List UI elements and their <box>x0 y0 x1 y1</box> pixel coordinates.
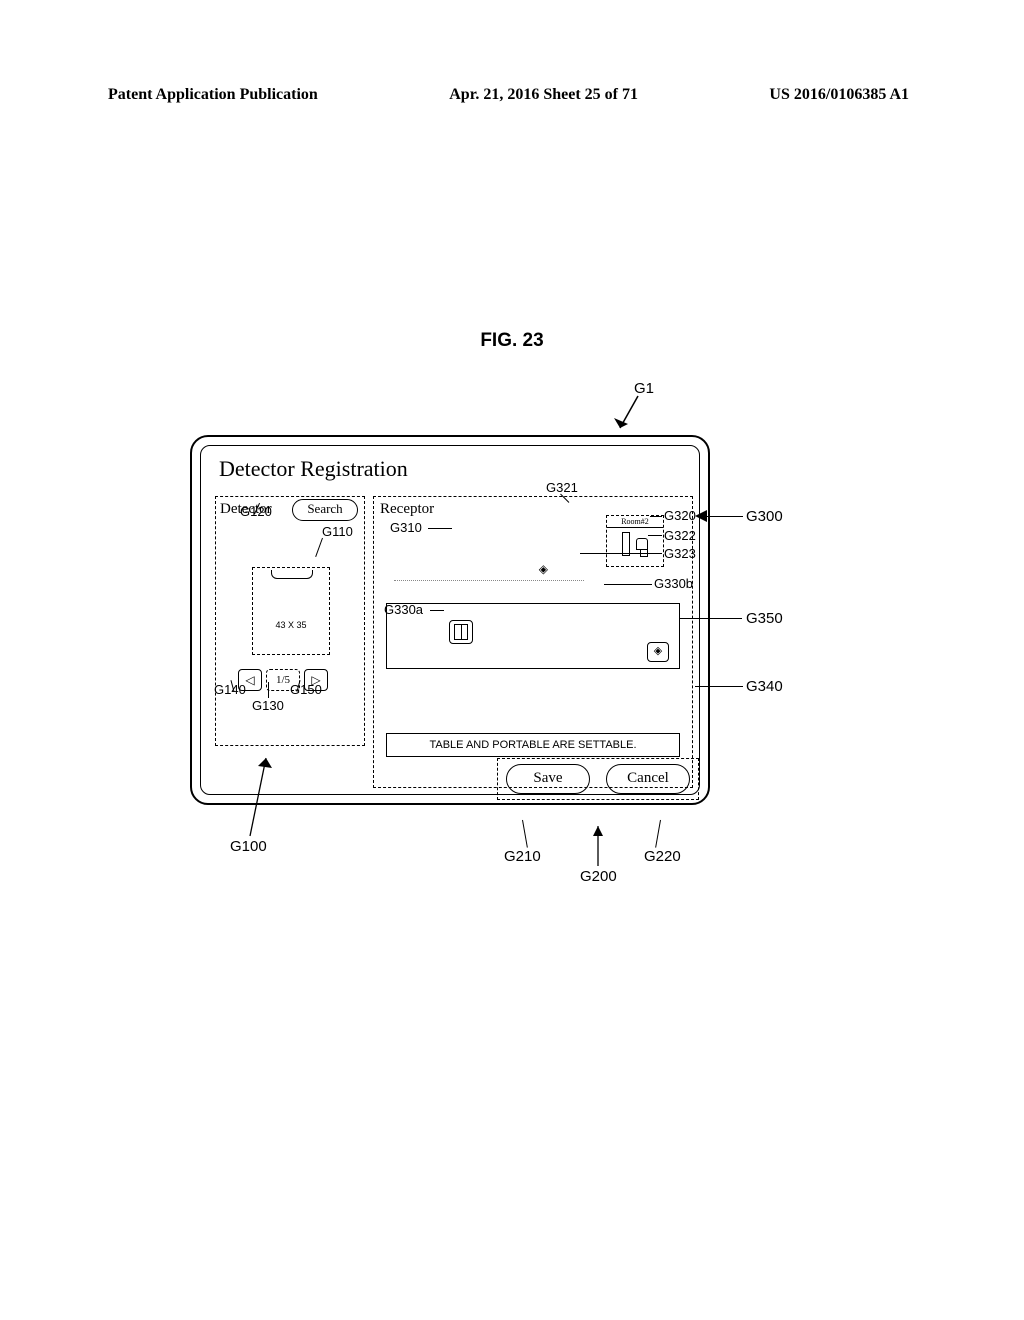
figure-title: FIG. 23 <box>0 330 1024 352</box>
leader-g330a <box>430 610 444 611</box>
receptor-bottom-row: ◈ <box>386 603 680 669</box>
leader-g323 <box>580 553 662 554</box>
leader-g322 <box>648 535 662 536</box>
callout-g150: G150 <box>290 682 322 697</box>
detector-slot-icon <box>271 570 313 579</box>
receptor-panel: Receptor ◈ Room#2 ◈ <box>373 496 693 788</box>
callout-g340: G340 <box>746 678 783 695</box>
leader-g200 <box>586 820 606 868</box>
leader-g130 <box>268 682 269 698</box>
g1-arrow <box>614 394 644 440</box>
callout-g200: G200 <box>580 868 617 885</box>
header-right: US 2016/0106385 A1 <box>769 86 909 104</box>
leader-g330b <box>604 584 652 585</box>
registration-title: Detector Registration <box>219 456 408 482</box>
wireless-icon: ◈ <box>647 642 669 662</box>
header-center: Apr. 21, 2016 Sheet 25 of 71 <box>449 86 638 104</box>
leader-g340 <box>695 686 743 687</box>
callout-g100: G100 <box>230 838 267 855</box>
leader-g320 <box>650 516 662 517</box>
callout-g220: G220 <box>644 848 681 865</box>
stand-icon-b <box>636 538 648 550</box>
room-title: Room#2 <box>607 516 663 528</box>
wifi-icon: ◈ <box>539 562 548 577</box>
leader-g210 <box>522 820 528 848</box>
leader-g100 <box>244 750 284 840</box>
callout-g300: G300 <box>746 508 783 525</box>
callout-g321: G321 <box>546 480 578 495</box>
receptor-message: TABLE AND PORTABLE ARE SETTABLE. <box>386 733 680 757</box>
leader-g310 <box>428 528 452 529</box>
diagram: G1 Detector Registration Detector Search… <box>150 380 790 900</box>
callout-g350: G350 <box>746 610 783 627</box>
callout-g323: G323 <box>664 546 696 561</box>
header-left: Patent Application Publication <box>108 86 318 104</box>
patent-header: Patent Application Publication Apr. 21, … <box>0 86 1024 104</box>
room-box: Room#2 <box>606 515 664 567</box>
detector-preview: 43 X 35 <box>252 567 330 655</box>
button-group: Save Cancel <box>497 758 699 800</box>
callout-g330b: G330b <box>654 576 693 591</box>
callout-g210: G210 <box>504 848 541 865</box>
table-icon <box>449 620 473 644</box>
callout-g140: G140 <box>214 682 246 697</box>
save-button[interactable]: Save <box>506 764 590 794</box>
cancel-button[interactable]: Cancel <box>606 764 690 794</box>
arrow-g300 <box>695 508 709 524</box>
callout-g322: G322 <box>664 528 696 543</box>
detector-size-label: 43 X 35 <box>253 620 329 630</box>
leader-g220 <box>655 820 661 848</box>
callout-g310: G310 <box>390 520 422 535</box>
callout-g130: G130 <box>252 698 284 713</box>
receptor-main-area: ◈ <box>394 515 584 581</box>
callout-g330a: G330a <box>384 602 423 617</box>
leader-g350 <box>680 618 742 619</box>
callout-g320: G320 <box>664 508 696 523</box>
leader-g300 <box>705 516 743 517</box>
callout-g110: G110 <box>322 524 353 539</box>
search-button[interactable]: Search <box>292 499 358 521</box>
device-screen: Detector Registration Detector Search 43… <box>200 445 700 795</box>
